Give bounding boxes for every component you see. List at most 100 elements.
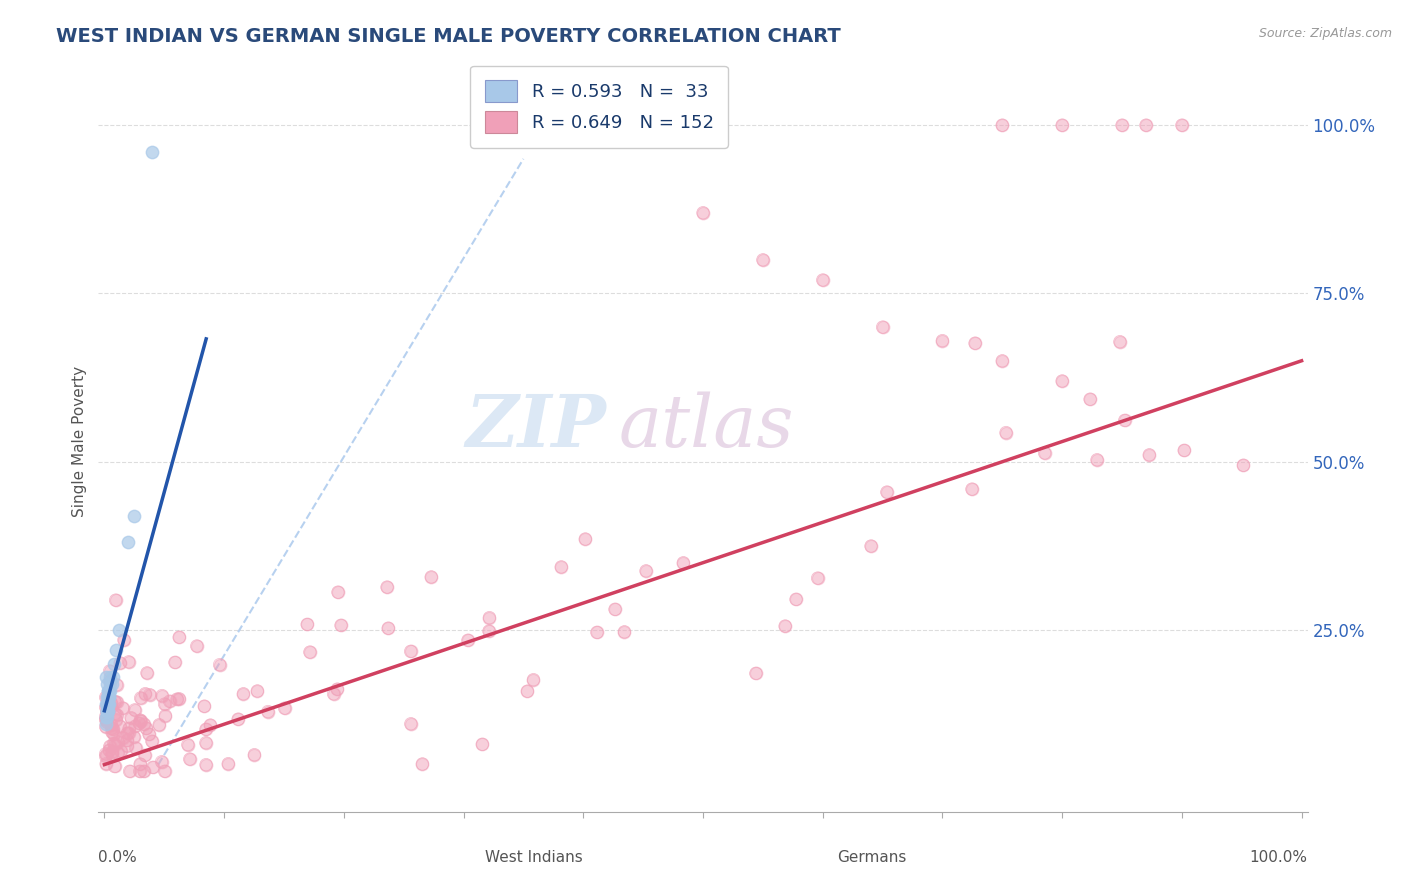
Point [297, 617, 319, 632]
Point [876, 485, 898, 500]
Point [98, 683, 121, 698]
Point [167, 630, 190, 644]
Point [550, 560, 572, 574]
Point [94, 713, 117, 727]
Point [586, 625, 609, 640]
Point [411, 756, 433, 771]
Point [103, 759, 125, 773]
Point [105, 695, 128, 709]
Point [811, 273, 834, 287]
Point [115, 733, 138, 747]
Point [124, 719, 146, 733]
Point [186, 639, 208, 653]
Point [785, 592, 807, 607]
Point [574, 532, 596, 546]
Point [872, 320, 894, 334]
Point [745, 666, 768, 681]
Point [411, 756, 433, 771]
Point [138, 688, 160, 702]
Point [98, 664, 121, 678]
Point [124, 740, 146, 755]
Point [177, 738, 200, 752]
Point [208, 657, 231, 672]
Point [104, 695, 127, 709]
Point [457, 633, 479, 648]
Point [98, 664, 121, 678]
Point [194, 723, 217, 737]
Point [471, 737, 494, 751]
Point [108, 719, 131, 733]
Legend: R = 0.593   N =  33, R = 0.649   N = 152: R = 0.593 N = 33, R = 0.649 N = 152 [470, 66, 728, 147]
Text: 100.0%: 100.0% [1250, 850, 1308, 865]
Point [478, 624, 501, 638]
Point [103, 736, 125, 750]
Point [208, 657, 231, 672]
Point [104, 738, 127, 752]
Point [110, 744, 132, 758]
Point [104, 593, 127, 607]
Point [118, 764, 141, 779]
Point [97, 690, 120, 705]
Point [94, 749, 117, 764]
Point [128, 716, 150, 731]
Point [94, 697, 117, 711]
Point [1173, 443, 1195, 458]
Point [100, 717, 122, 731]
Point [128, 764, 150, 779]
Point [101, 745, 124, 759]
Point [129, 757, 152, 772]
Point [101, 723, 124, 737]
Point [94, 700, 117, 714]
Point [103, 727, 125, 741]
Y-axis label: Single Male Poverty: Single Male Poverty [72, 366, 87, 517]
Point [100, 696, 122, 710]
Point [103, 759, 125, 773]
Point [1232, 458, 1254, 473]
Point [107, 746, 129, 760]
Point [326, 682, 349, 697]
Point [1135, 118, 1157, 132]
Point [965, 336, 987, 351]
Point [96, 756, 118, 771]
Point [97, 697, 120, 711]
Point [101, 747, 124, 762]
Point [129, 714, 152, 729]
Point [94, 720, 117, 734]
Point [150, 689, 173, 703]
Point [226, 712, 249, 726]
Point [179, 752, 201, 766]
Point [166, 692, 188, 706]
Point [98, 674, 121, 689]
Point [117, 726, 139, 740]
Point [1111, 118, 1133, 132]
Point [96, 706, 118, 720]
Point [194, 723, 217, 737]
Point [142, 760, 165, 774]
Point [136, 665, 159, 680]
Point [193, 699, 215, 714]
Point [96, 715, 118, 730]
Point [326, 585, 349, 599]
Point [1050, 374, 1073, 388]
Point [150, 689, 173, 703]
Point [1085, 452, 1108, 467]
Point [104, 706, 127, 721]
Point [97, 697, 120, 711]
Point [150, 755, 173, 769]
Point [200, 718, 222, 732]
Point [186, 639, 208, 653]
Point [163, 656, 186, 670]
Point [100, 700, 122, 714]
Point [1135, 118, 1157, 132]
Point [745, 666, 768, 681]
Point [195, 757, 218, 772]
Point [141, 145, 163, 160]
Text: WEST INDIAN VS GERMAN SINGLE MALE POVERTY CORRELATION CHART: WEST INDIAN VS GERMAN SINGLE MALE POVERT… [56, 27, 841, 45]
Point [100, 670, 122, 684]
Point [118, 722, 141, 736]
Point [96, 712, 118, 726]
Point [243, 747, 266, 762]
Point [129, 714, 152, 729]
Point [129, 690, 152, 705]
Point [94, 747, 117, 761]
